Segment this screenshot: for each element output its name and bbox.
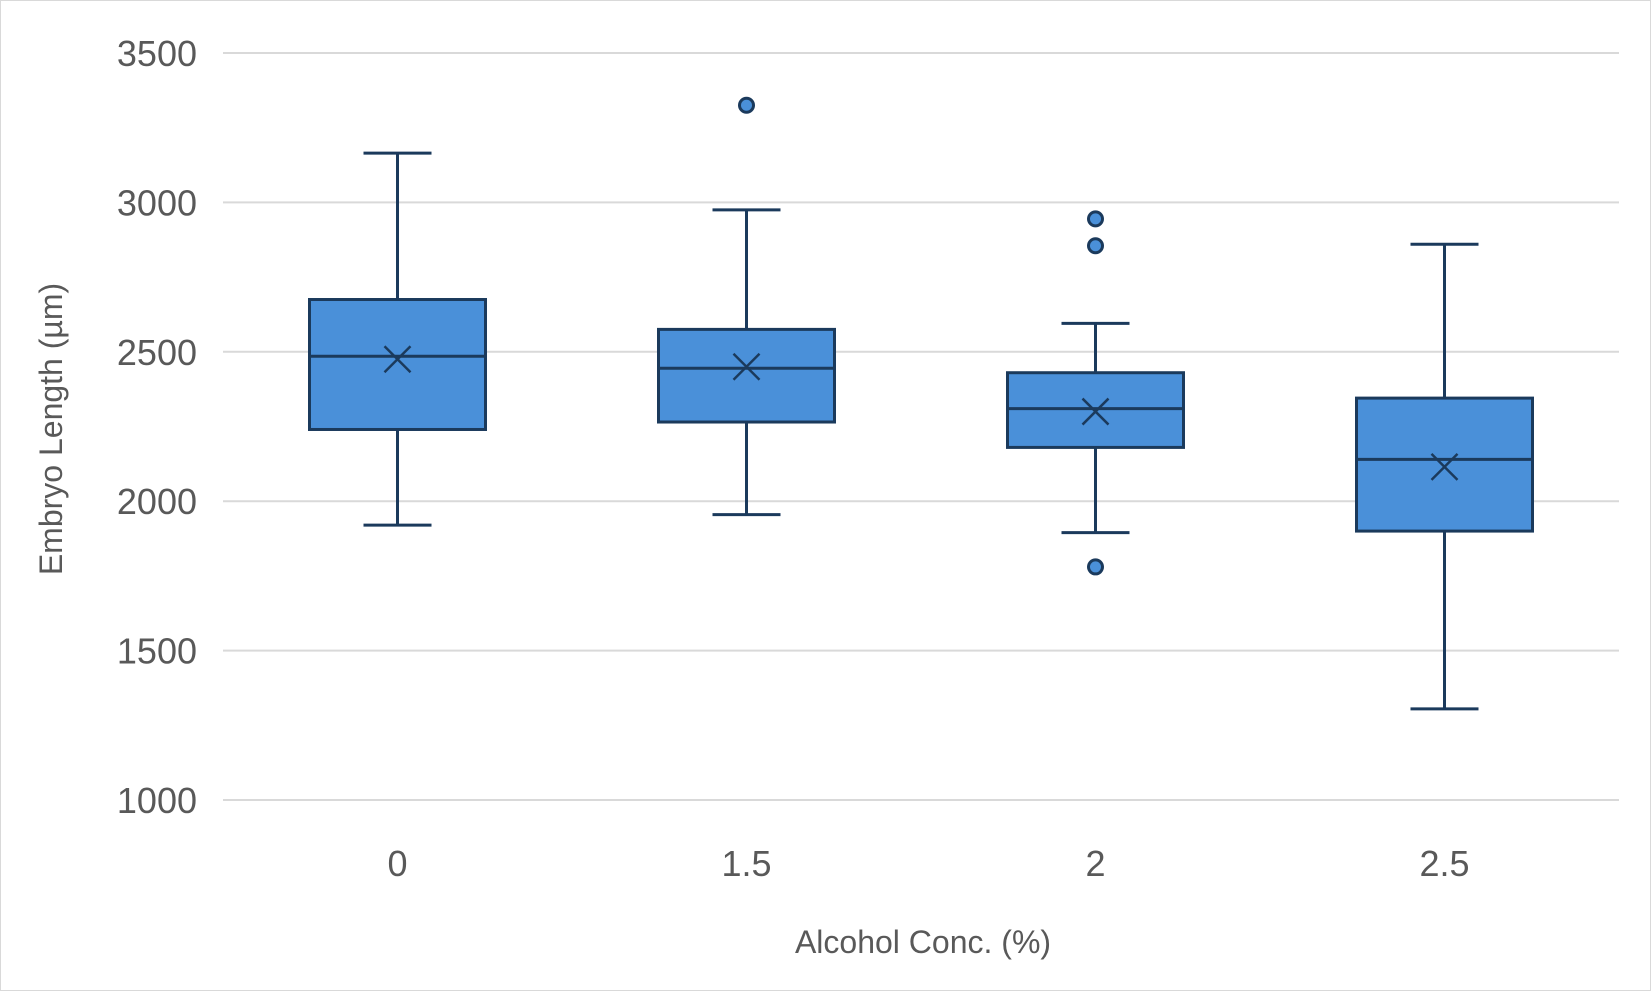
x-axis-ticks: 0 1.5 2 2.5 [387,843,1469,884]
y-tick-label-1000: 1000 [117,780,197,821]
outlier-point [1087,210,1104,228]
box-group-2.5 [1355,242,1534,711]
boxes [308,96,1534,711]
iqr-box [657,327,836,424]
y-tick-label-3000: 3000 [117,182,197,223]
mean-marker-b [732,352,761,381]
box-group-2 [1006,210,1185,576]
x-axis-title: Alcohol Conc. (%) [795,924,1051,960]
mean-marker-b [383,345,412,374]
outlier-point [1087,237,1104,255]
iqr-box [1355,396,1534,533]
x-tick-label-2: 2 [1085,843,1105,884]
x-tick-label-2.5: 2.5 [1419,843,1469,884]
y-tick-label-3500: 3500 [117,33,197,74]
y-axis-title: Embryo Length (µm) [33,283,69,575]
outlier-point [1087,558,1104,576]
box-group-0 [308,151,487,527]
x-tick-label-0: 0 [387,843,407,884]
y-tick-label-1500: 1500 [117,631,197,672]
y-axis-ticks: 1000 1500 2000 2500 3000 3500 [117,33,197,821]
iqr-box [308,298,487,431]
x-tick-label-1.5: 1.5 [721,843,771,884]
box-group-1.5 [657,96,836,517]
mean-marker-b [1081,397,1110,426]
y-tick-label-2000: 2000 [117,481,197,522]
outlier-point [738,96,755,114]
mean-marker-b [1430,452,1459,481]
y-tick-label-2500: 2500 [117,332,197,373]
